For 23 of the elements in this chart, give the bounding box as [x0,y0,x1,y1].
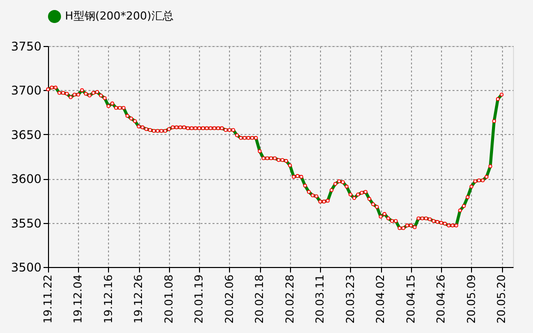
x-tick-label: 20.04.15 [404,274,418,324]
y-tick-label: 3700 [10,84,42,98]
x-tick-label: 20.02.28 [283,274,296,324]
y-tick-label: 3550 [10,216,42,230]
x-tick-label: 20.02.18 [253,274,266,324]
x-tick-label: 19.12.04 [72,274,85,324]
y-tick-label: 3500 [10,260,42,274]
y-tick-label: 3750 [10,40,42,54]
x-tick-label: 20.04.02 [374,274,388,324]
x-tick-label: 19.12.16 [102,274,115,324]
legend-label: H型钢(200*200)汇总 [65,10,174,22]
x-tick-label: 20.05.09 [464,274,478,324]
x-tick-label: 20.03.11 [314,274,327,324]
x-tick-label: 20.05.20 [495,274,508,324]
x-tick-label: 20.01.19 [192,274,206,324]
x-tick-label: 20.04.26 [434,274,448,324]
y-tick-label: 3650 [10,128,42,142]
x-tick-label: 19.11.22 [42,274,54,324]
x-tick-label: 19.12.26 [132,274,146,324]
x-tick-label: 20.03.23 [344,274,357,324]
x-tick-label: 20.02.06 [222,274,236,324]
y-tick-label: 3600 [10,172,42,186]
x-tick-label: 20.01.08 [162,274,176,324]
